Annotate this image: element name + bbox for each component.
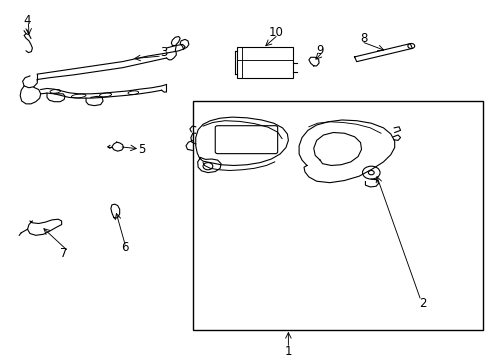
Bar: [237, 47, 293, 78]
Text: 3: 3: [160, 46, 167, 59]
Text: 8: 8: [360, 32, 367, 45]
Text: 9: 9: [316, 44, 323, 57]
Text: 4: 4: [24, 14, 31, 27]
Bar: [193, 101, 483, 330]
Text: 6: 6: [121, 241, 128, 255]
Text: 1: 1: [284, 345, 291, 357]
Text: 7: 7: [60, 247, 68, 260]
Text: 10: 10: [268, 26, 283, 40]
Text: 2: 2: [418, 297, 426, 310]
Text: 5: 5: [138, 143, 145, 156]
